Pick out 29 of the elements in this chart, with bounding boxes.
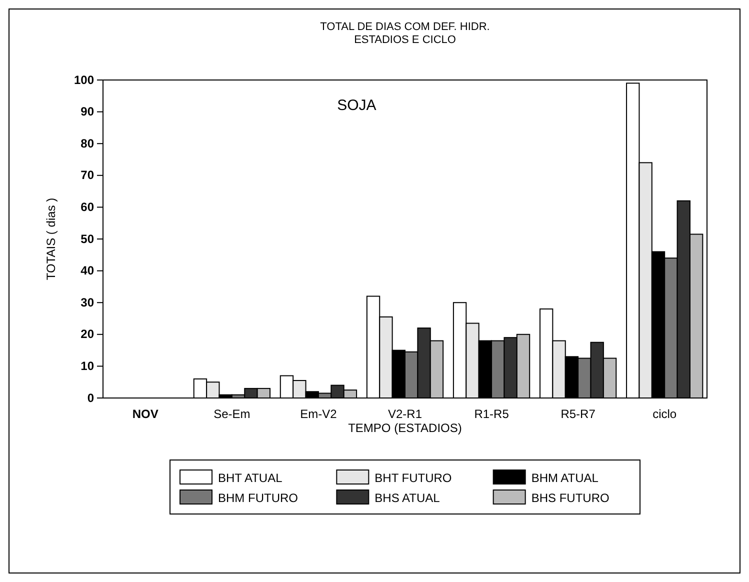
x-axis-title: TEMPO (ESTADIOS) [348,421,462,435]
y-tick-label: 40 [80,264,94,278]
legend-label: BHT ATUAL [218,471,283,485]
y-tick-label: 70 [80,168,94,182]
x-tick-label: V2-R1 [388,407,422,421]
y-tick-label: 30 [80,295,94,310]
y-tick-label: 80 [80,136,94,150]
y-tick-label: 100 [74,72,94,87]
y-axis-title: TOTAIS ( dias ) [44,198,58,280]
x-tick-label: Se-Em [214,407,250,421]
x-tick-label: R1-R5 [474,407,510,421]
x-tick-label: R5-R7 [560,407,596,421]
y-tick-label: 20 [80,327,94,342]
legend-label: BHM ATUAL [531,471,599,485]
legend-label: BHS FUTURO [531,491,610,505]
x-tick-label: NOV [132,407,158,421]
y-tick-label: 90 [80,104,94,119]
chart-title: TOTAL DE DIAS COM DEF. HIDR. [320,21,490,33]
annotation: SOJA [337,97,376,114]
x-tick-label: Em-V2 [300,407,338,421]
y-tick-label: 60 [80,200,94,214]
legend-label: BHM FUTURO [218,491,298,505]
y-tick-label: 50 [80,232,94,246]
y-tick-label: 10 [80,359,94,374]
chart-subtitle: ESTADIOS E CICLO [354,34,456,46]
legend-label: BHS ATUAL [374,491,440,505]
y-tick-label: 0 [87,390,94,405]
x-tick-label: ciclo [652,407,677,421]
legend-label: BHT FUTURO [374,471,452,485]
